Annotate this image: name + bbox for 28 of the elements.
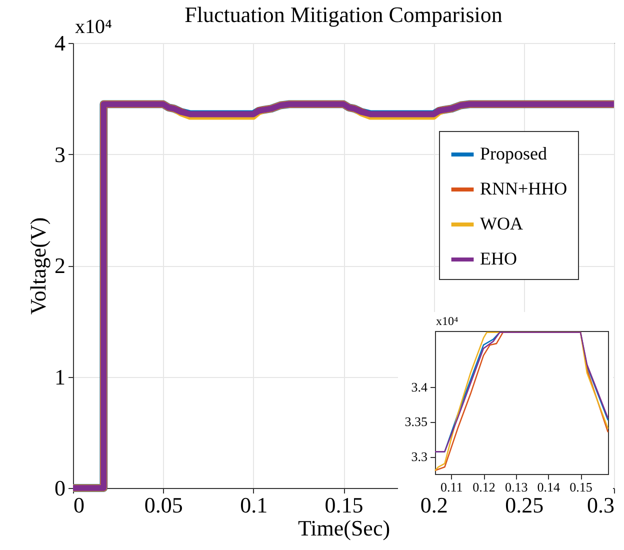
y-tick-label: 3 [54, 142, 66, 167]
y-tick-label: 3.3 [411, 449, 428, 464]
x-tick-label: 0.15 [570, 480, 592, 494]
y-tick-label: 1 [54, 364, 66, 390]
x-tick-label: 0.2 [420, 492, 448, 518]
x-tick-label: 0.05 [144, 492, 183, 518]
x-tick-label: 0.12 [472, 480, 496, 494]
x-tick-label: 0.11 [440, 480, 463, 494]
x-tick-label: 0.3 [587, 492, 614, 518]
chart-title: Fluctuation Mitigation Comparision [184, 2, 502, 27]
y-tick-label: 3.4 [411, 379, 428, 394]
legend-label: EHO [480, 248, 517, 268]
x-tick-label: 0.1 [240, 492, 268, 518]
text: x10⁴ [75, 16, 112, 38]
legend-label: RNN+HHO [480, 178, 568, 198]
x-tick-label: 0 [74, 492, 84, 518]
annotation: x10⁴ [436, 314, 458, 328]
y-axis-title: Voltage(V) [26, 217, 50, 315]
x-tick-label: 0.25 [505, 492, 544, 518]
legend-label: Proposed [480, 144, 547, 164]
y-tick-label: 4 [54, 30, 66, 56]
legend-label: WOA [480, 214, 523, 234]
x-tick-label: 0.13 [504, 480, 528, 494]
x-tick-label: 0.15 [324, 492, 364, 518]
y-tick-label: 3.35 [404, 414, 428, 430]
y-tick-label: 2 [54, 253, 66, 278]
x-axis-title: Time(Sec) [298, 516, 390, 540]
x-tick-label: 0.14 [537, 480, 561, 494]
